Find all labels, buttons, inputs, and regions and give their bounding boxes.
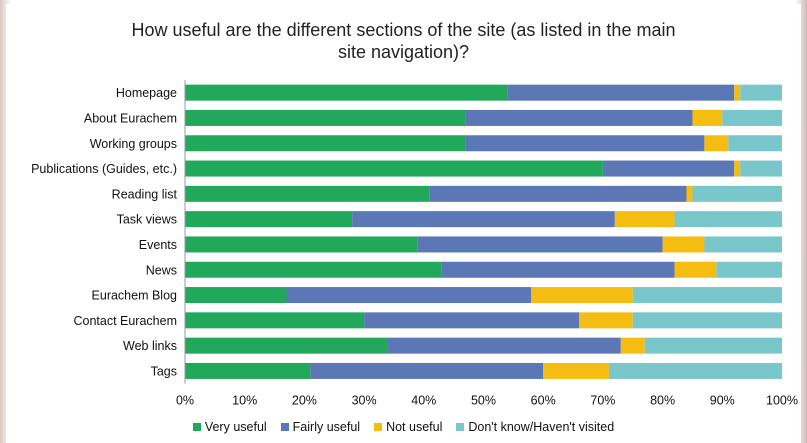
- legend-swatch: [192, 423, 201, 431]
- bar-segment-very-useful: [185, 160, 603, 177]
- x-tick-label: 80%: [650, 394, 675, 408]
- bar-segment-don-t-know-haven-t-visited: [674, 211, 782, 228]
- bar-segment-very-useful: [185, 287, 287, 304]
- legend-label: Don't know/Haven't visited: [468, 420, 615, 434]
- bar-segment-not-useful: [734, 84, 741, 101]
- bar-segment-don-t-know-haven-t-visited: [728, 135, 782, 152]
- category-label: About Eurachem: [84, 111, 177, 125]
- x-tick-label: 70%: [590, 394, 615, 408]
- bar-segment-don-t-know-haven-t-visited: [632, 287, 782, 304]
- bar-segment-fairly-useful: [465, 135, 705, 152]
- bar-segment-don-t-know-haven-t-visited: [740, 84, 782, 101]
- legend-label: Fairly useful: [292, 420, 361, 434]
- x-tick-label: 10%: [232, 394, 257, 408]
- bar-segment-not-useful: [734, 160, 741, 177]
- category-label: Tags: [151, 364, 177, 378]
- x-tick-label: 60%: [531, 394, 556, 408]
- bar-segment-not-useful: [531, 287, 633, 304]
- bar-segment-very-useful: [185, 261, 442, 278]
- chart-title: How useful are the different sections of…: [0, 19, 807, 63]
- bar-segment-don-t-know-haven-t-visited: [644, 337, 782, 354]
- bar-segment-not-useful: [692, 109, 723, 126]
- bar-segment-very-useful: [185, 135, 466, 152]
- legend-item: Not useful: [374, 420, 442, 434]
- bar-segment-not-useful: [704, 135, 729, 152]
- bar-segment-fairly-useful: [507, 84, 735, 101]
- legend-swatch: [456, 423, 465, 431]
- bar-segment-very-useful: [185, 236, 418, 253]
- legend-item: Very useful: [192, 420, 267, 434]
- bar-segment-very-useful: [185, 109, 466, 126]
- category-label: Reading list: [112, 187, 178, 201]
- bar-segment-fairly-useful: [364, 312, 580, 329]
- legend-swatch: [374, 423, 383, 431]
- category-label: Eurachem Blog: [92, 289, 178, 303]
- x-tick-label: 40%: [411, 394, 436, 408]
- category-label: Contact Eurachem: [73, 314, 177, 328]
- legend-item: Fairly useful: [280, 420, 361, 434]
- bar-segment-fairly-useful: [602, 160, 735, 177]
- x-tick-label: 90%: [710, 394, 735, 408]
- category-label: News: [146, 263, 177, 277]
- category-label: Events: [139, 238, 177, 252]
- bar-segment-don-t-know-haven-t-visited: [716, 261, 782, 278]
- legend-label: Very useful: [204, 420, 267, 434]
- legend: Very useful Fairly useful Not useful Don't …: [0, 420, 807, 434]
- bar-segment-not-useful: [543, 362, 609, 379]
- bar-segment-don-t-know-haven-t-visited: [608, 362, 782, 379]
- bar-segment-not-useful: [674, 261, 717, 278]
- chart-title-line-2: site navigation)?: [337, 42, 470, 62]
- x-tick-label: 100%: [766, 394, 798, 408]
- bar-segment-fairly-useful: [417, 236, 663, 253]
- bar-segment-fairly-useful: [310, 362, 544, 379]
- bar-segment-very-useful: [185, 337, 388, 354]
- bar-segment-very-useful: [185, 362, 311, 379]
- x-tick-label: 20%: [292, 394, 317, 408]
- bar-segment-not-useful: [686, 185, 693, 202]
- category-label: Web links: [123, 339, 177, 353]
- category-label: Task views: [117, 213, 177, 227]
- x-tick-label: 30%: [352, 394, 377, 408]
- bar-segment-don-t-know-haven-t-visited: [704, 236, 782, 253]
- chart-title-line-1: How useful are the different sections of…: [131, 20, 676, 40]
- bar-segment-fairly-useful: [441, 261, 675, 278]
- bar-segment-fairly-useful: [465, 109, 693, 126]
- bar-segment-very-useful: [185, 84, 508, 101]
- x-tick-label: 50%: [471, 394, 496, 408]
- bar-segment-don-t-know-haven-t-visited: [692, 185, 782, 202]
- bar-segment-very-useful: [185, 312, 365, 329]
- bar-segment-fairly-useful: [387, 337, 621, 354]
- legend-label: Not useful: [386, 420, 443, 434]
- category-label: Publications (Guides, etc.): [31, 162, 177, 176]
- bar-segment-very-useful: [185, 185, 430, 202]
- bar-segment-fairly-useful: [286, 287, 532, 304]
- category-label: Working groups: [90, 137, 177, 151]
- legend-item: Don't know/Haven't visited: [456, 420, 614, 434]
- bar-segment-don-t-know-haven-t-visited: [740, 160, 782, 177]
- bar-segment-not-useful: [662, 236, 705, 253]
- bar-segment-don-t-know-haven-t-visited: [722, 109, 782, 126]
- category-label: Homepage: [116, 86, 177, 100]
- x-tick-label: 0%: [176, 394, 194, 408]
- bar-segment-very-useful: [185, 211, 353, 228]
- legend-swatch: [280, 423, 289, 431]
- bar-segment-not-useful: [614, 211, 675, 228]
- bar-segment-fairly-useful: [429, 185, 687, 202]
- bar-segment-not-useful: [579, 312, 633, 329]
- bar-segment-fairly-useful: [352, 211, 615, 228]
- bar-segment-don-t-know-haven-t-visited: [632, 312, 782, 329]
- bar-segment-not-useful: [620, 337, 645, 354]
